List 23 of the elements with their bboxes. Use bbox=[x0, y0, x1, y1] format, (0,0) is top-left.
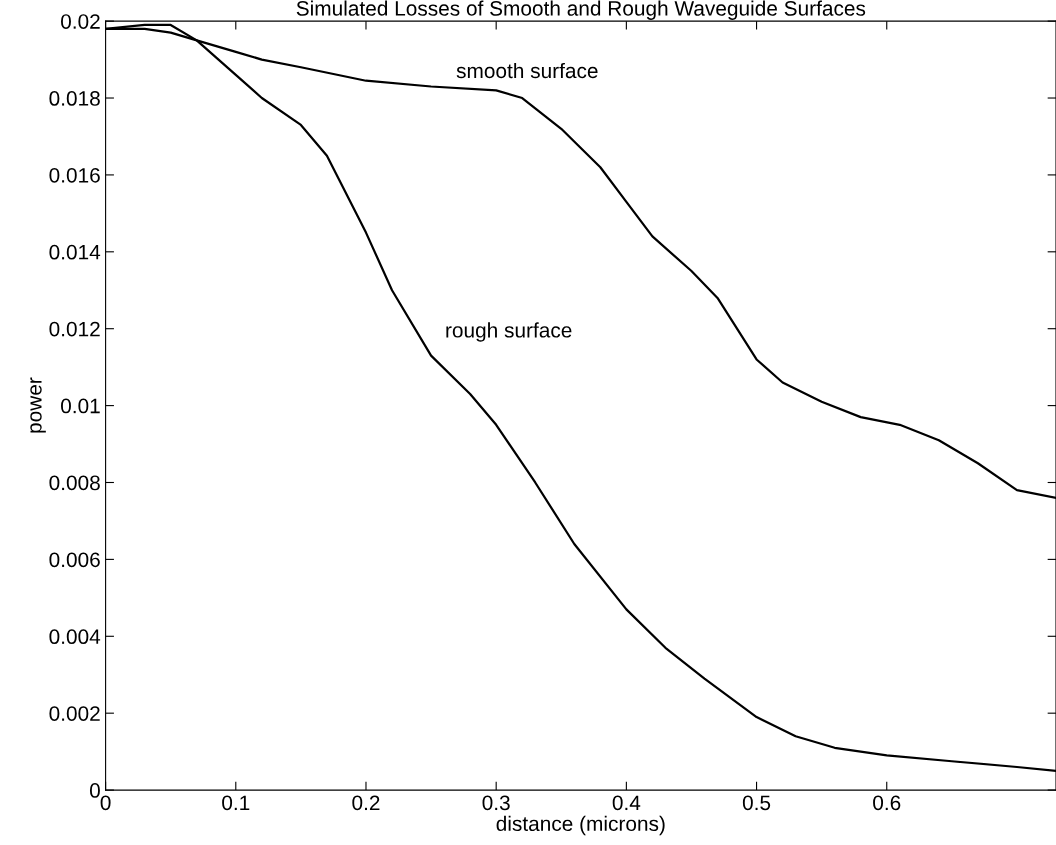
x-tick-label: 0 bbox=[100, 795, 111, 811]
x-tick-label: 0.2 bbox=[352, 795, 380, 811]
y-tick-label: 0.016 bbox=[49, 167, 100, 183]
series-label: smooth surface bbox=[456, 62, 598, 79]
y-axis-title: power bbox=[30, 377, 46, 433]
y-tick-label: 0.018 bbox=[49, 91, 100, 106]
y-tick-label: 0.006 bbox=[49, 552, 100, 568]
x-tick-label: 0.6 bbox=[873, 795, 901, 811]
y-tick-label: 0.014 bbox=[49, 244, 101, 260]
y-tick-label: 0 bbox=[89, 783, 100, 798]
y-tick-label: 0.004 bbox=[49, 629, 101, 645]
x-tick-label: 0.4 bbox=[612, 795, 641, 811]
y-tick-label: 0.02 bbox=[61, 14, 100, 29]
chart-title: Simulated Losses of Smooth and Rough Waveguide Surfaces bbox=[296, 0, 866, 20]
y-tick-label: 0.012 bbox=[49, 321, 100, 337]
y-tick-label: 0.002 bbox=[49, 706, 100, 721]
x-tick-label: 0.5 bbox=[742, 795, 771, 811]
x-axis-title: distance (microns) bbox=[496, 815, 665, 836]
x-tick-label: 0.1 bbox=[222, 795, 250, 811]
x-tick-label: 0.3 bbox=[482, 795, 510, 811]
series-label: rough surface bbox=[446, 322, 572, 342]
y-tick-label: 0.008 bbox=[49, 475, 100, 491]
y-tick-label: 0.01 bbox=[61, 398, 100, 414]
